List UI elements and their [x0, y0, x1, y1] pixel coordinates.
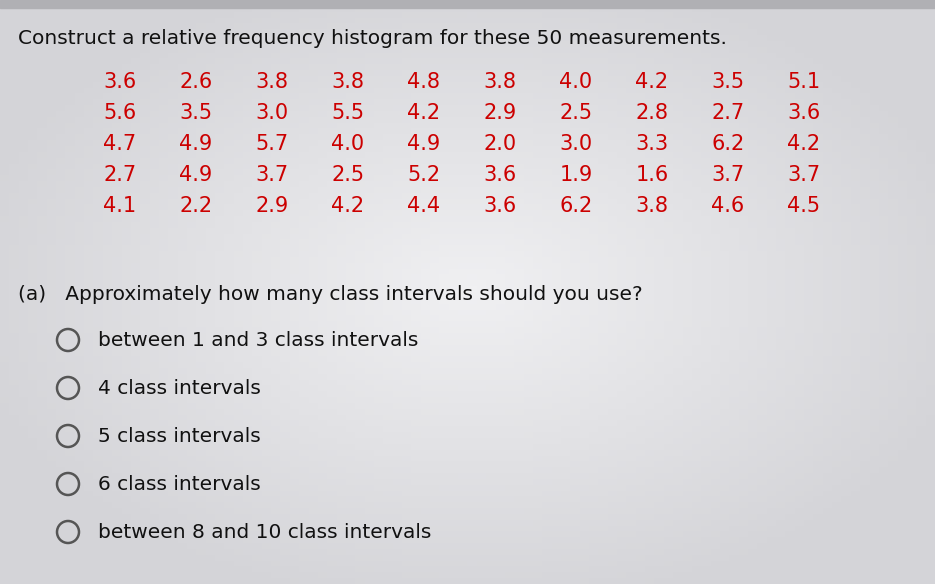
Text: 4.8: 4.8: [408, 72, 440, 92]
Text: 5 class intervals: 5 class intervals: [98, 426, 261, 446]
Text: 3.6: 3.6: [483, 165, 517, 185]
Text: 6 class intervals: 6 class intervals: [98, 474, 261, 493]
Text: 3.7: 3.7: [255, 165, 289, 185]
Text: 4.2: 4.2: [787, 134, 821, 154]
Text: 5.1: 5.1: [787, 72, 821, 92]
Text: 4.5: 4.5: [787, 196, 821, 216]
Text: 3.8: 3.8: [636, 196, 669, 216]
Text: 3.5: 3.5: [712, 72, 744, 92]
Text: 1.9: 1.9: [559, 165, 593, 185]
Text: 2.9: 2.9: [255, 196, 289, 216]
Text: 3.8: 3.8: [255, 72, 289, 92]
Text: 4.1: 4.1: [104, 196, 137, 216]
Text: 4.9: 4.9: [180, 165, 212, 185]
Text: Construct a relative frequency histogram for these 50 measurements.: Construct a relative frequency histogram…: [18, 29, 726, 47]
Text: 2.9: 2.9: [483, 103, 517, 123]
Text: 4.2: 4.2: [636, 72, 669, 92]
Text: 4.2: 4.2: [408, 103, 440, 123]
Text: (a)   Approximately how many class intervals should you use?: (a) Approximately how many class interva…: [18, 286, 642, 304]
Text: 2.7: 2.7: [712, 103, 744, 123]
Text: 6.2: 6.2: [559, 196, 593, 216]
Text: 4.2: 4.2: [331, 196, 365, 216]
Text: between 1 and 3 class intervals: between 1 and 3 class intervals: [98, 331, 418, 349]
Text: 6.2: 6.2: [712, 134, 744, 154]
Text: 3.0: 3.0: [559, 134, 593, 154]
Text: 2.2: 2.2: [180, 196, 212, 216]
Text: 4.9: 4.9: [180, 134, 212, 154]
Text: 4.6: 4.6: [712, 196, 744, 216]
Text: 4 class intervals: 4 class intervals: [98, 378, 261, 398]
Text: 5.7: 5.7: [255, 134, 289, 154]
Bar: [0, 0, 935, 8]
Text: 5.6: 5.6: [104, 103, 137, 123]
Text: 4.9: 4.9: [408, 134, 440, 154]
Text: 3.8: 3.8: [332, 72, 365, 92]
Text: 2.0: 2.0: [483, 134, 516, 154]
Text: 2.8: 2.8: [636, 103, 669, 123]
Text: 4.7: 4.7: [104, 134, 137, 154]
Text: 4.0: 4.0: [331, 134, 365, 154]
Text: 3.7: 3.7: [787, 165, 821, 185]
Text: 3.7: 3.7: [712, 165, 744, 185]
Text: 3.8: 3.8: [483, 72, 516, 92]
Text: 4.0: 4.0: [559, 72, 593, 92]
Text: 3.6: 3.6: [483, 196, 517, 216]
Text: 2.7: 2.7: [104, 165, 137, 185]
Text: 4.4: 4.4: [408, 196, 440, 216]
Text: 3.6: 3.6: [787, 103, 821, 123]
Text: 3.5: 3.5: [180, 103, 212, 123]
Text: 3.6: 3.6: [104, 72, 137, 92]
Text: 1.6: 1.6: [636, 165, 669, 185]
Text: 5.5: 5.5: [331, 103, 365, 123]
Text: between 8 and 10 class intervals: between 8 and 10 class intervals: [98, 523, 431, 541]
Text: 5.2: 5.2: [408, 165, 440, 185]
Text: 2.5: 2.5: [559, 103, 593, 123]
Text: 2.6: 2.6: [180, 72, 212, 92]
Text: 3.3: 3.3: [636, 134, 669, 154]
Text: 2.5: 2.5: [331, 165, 365, 185]
Text: 3.0: 3.0: [255, 103, 289, 123]
